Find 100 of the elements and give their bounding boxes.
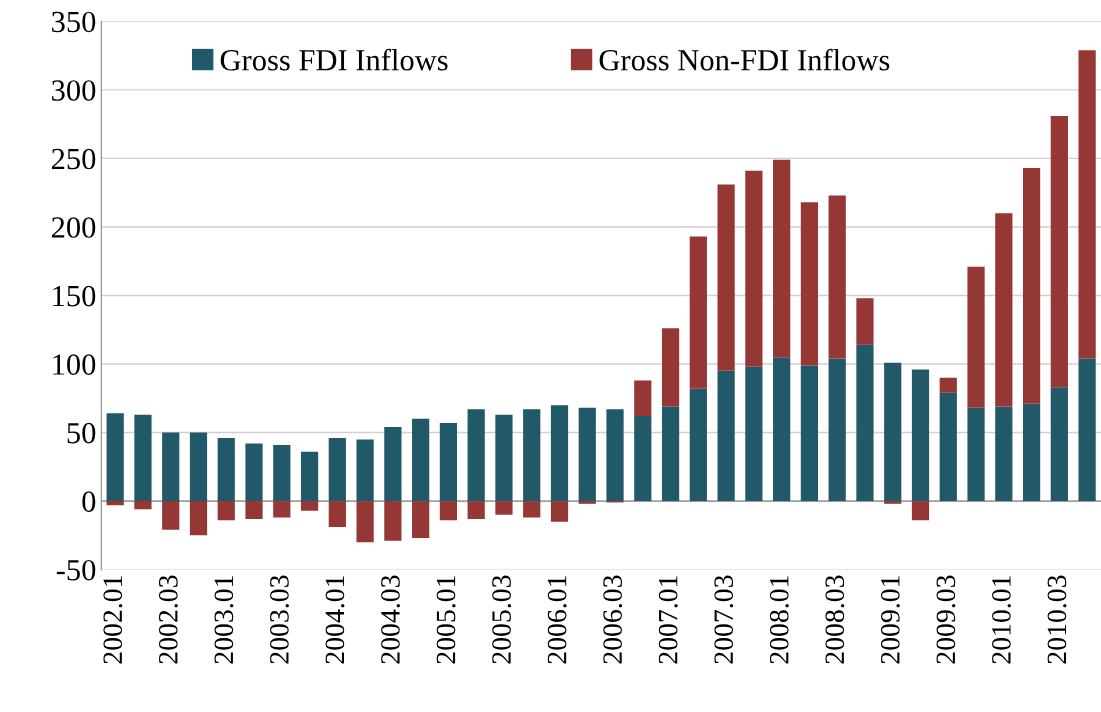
x-tick-label: 2007.01	[658, 576, 678, 664]
bar	[328, 501, 346, 528]
x-tick-label: 2004.03	[381, 575, 400, 664]
bar	[328, 438, 346, 502]
bar	[300, 451, 319, 502]
x-tick-label: 2009.03	[936, 575, 956, 664]
bar	[412, 418, 430, 502]
bar	[495, 414, 513, 502]
y-tick-label: 200	[51, 217, 96, 238]
bar	[273, 501, 291, 518]
bar	[884, 362, 902, 502]
bar	[773, 159, 791, 358]
bar	[884, 501, 902, 504]
bar	[745, 366, 763, 502]
bar	[1078, 358, 1096, 502]
x-tick-label: 2003.03	[270, 575, 289, 664]
bar	[412, 501, 430, 539]
x-tick-label: 2005.03	[492, 575, 512, 664]
y-tick-label: 100	[53, 354, 96, 375]
bar	[550, 405, 569, 502]
bar	[1022, 168, 1041, 404]
x-tick-label: 2003.01	[214, 576, 234, 664]
bar	[245, 501, 263, 519]
bar	[939, 377, 957, 393]
bar	[189, 501, 208, 536]
bar	[495, 501, 513, 515]
legend-label: Gross Non-FDI Inflows	[599, 48, 890, 71]
x-tick-label: 2006.01	[547, 576, 567, 664]
bar	[162, 432, 180, 502]
bar	[773, 357, 791, 502]
x-tick-label: 2006.03	[603, 575, 623, 664]
bar	[467, 409, 485, 502]
bar	[606, 409, 624, 502]
bar	[162, 501, 180, 530]
bar	[995, 213, 1013, 407]
bar	[911, 369, 930, 502]
bar	[800, 202, 819, 366]
bar	[106, 413, 124, 502]
bar	[106, 501, 124, 506]
bar	[689, 236, 707, 389]
bar	[273, 444, 291, 502]
y-tick-label: 150	[53, 285, 96, 307]
bar	[661, 328, 680, 407]
bar	[134, 414, 152, 502]
bar	[800, 365, 819, 502]
bar	[245, 443, 263, 502]
x-tick-label: 2004.01	[325, 576, 345, 664]
y-tick-label: 250	[51, 148, 96, 170]
legend-label: Gross FDI Inflows	[220, 48, 448, 71]
y-tick-label: 300	[52, 80, 96, 101]
bar	[578, 407, 596, 502]
bar	[995, 406, 1013, 502]
bar	[467, 501, 485, 519]
bar	[439, 422, 458, 502]
x-tick-label: 2007.03	[714, 575, 734, 664]
bar	[967, 407, 985, 502]
bar	[717, 370, 735, 502]
bar	[578, 501, 596, 504]
bar	[384, 501, 402, 541]
x-tick-label: 2002.03	[158, 575, 178, 664]
bar	[356, 501, 374, 543]
bar	[911, 501, 930, 521]
bar	[189, 432, 208, 502]
x-tick-label: 2005.01	[436, 576, 456, 664]
x-tick-label: 2010.01	[992, 576, 1011, 664]
bar	[217, 501, 235, 521]
bar	[856, 298, 874, 345]
bar	[384, 427, 402, 502]
bar	[939, 392, 957, 502]
bar	[1078, 50, 1096, 359]
bar	[745, 170, 763, 367]
bar	[356, 439, 374, 502]
bar	[1022, 403, 1041, 502]
x-tick-label: 2008.01	[769, 576, 789, 664]
y-tick-label: 50	[67, 422, 96, 444]
bar	[634, 380, 652, 417]
bar	[523, 409, 541, 502]
bar	[689, 388, 707, 502]
bar	[856, 344, 874, 502]
bar	[217, 438, 235, 502]
bar	[439, 501, 458, 521]
y-tick-label: 0	[82, 491, 96, 512]
bar	[661, 406, 680, 502]
bar	[523, 501, 541, 518]
bar	[634, 416, 652, 502]
bar	[1050, 387, 1068, 502]
bar	[717, 184, 735, 371]
x-tick-label: 2008.03	[825, 575, 845, 664]
bar	[828, 195, 846, 359]
x-tick-label: 2010.03	[1047, 575, 1067, 664]
bar	[1050, 115, 1068, 388]
bar	[550, 501, 569, 522]
bar	[828, 358, 846, 502]
x-tick-label: 2009.01	[880, 576, 900, 664]
y-tick-label: -50	[56, 559, 96, 581]
bar	[300, 501, 319, 511]
y-tick-label: 350	[52, 11, 96, 33]
bar	[134, 501, 152, 510]
x-tick-label: 2002.01	[103, 576, 123, 664]
bar	[967, 266, 985, 408]
